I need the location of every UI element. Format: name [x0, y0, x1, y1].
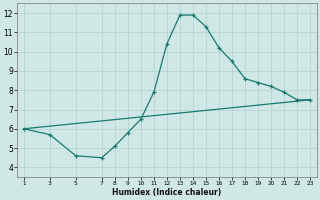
X-axis label: Humidex (Indice chaleur): Humidex (Indice chaleur) — [112, 188, 221, 197]
